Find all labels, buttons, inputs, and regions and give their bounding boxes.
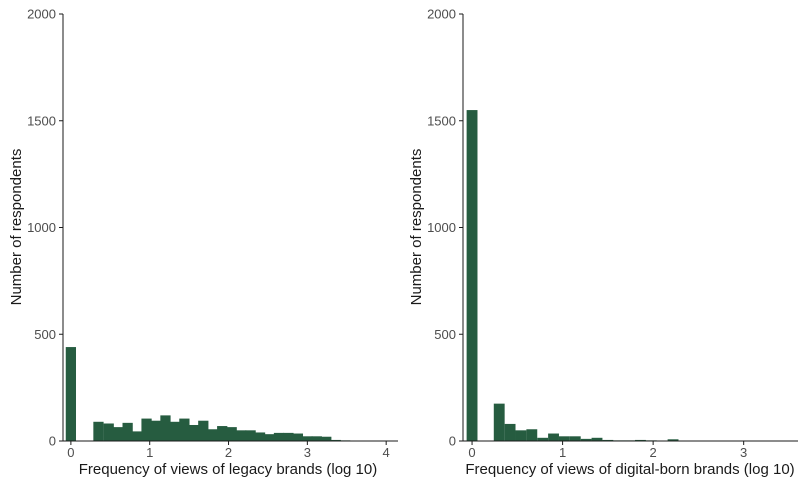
x-tick-label-digital-2: 2 (650, 445, 657, 460)
histogram-bar-digital-9 (580, 438, 592, 441)
y-tick-label-legacy-3: 1500 (27, 113, 56, 128)
y-tick-label-digital-3: 1500 (427, 113, 456, 128)
histogram-bar-digital-3 (515, 430, 527, 441)
histogram-bar-legacy-15 (226, 427, 237, 441)
histogram-bar-legacy-11 (188, 424, 199, 441)
histogram-bar-legacy-9 (169, 421, 181, 441)
histogram-bar-digital-11 (602, 439, 614, 441)
histogram-bar-legacy-23 (302, 436, 313, 441)
histogram-bar-legacy-20 (273, 432, 285, 441)
y-tick-label-digital-0: 0 (449, 434, 456, 449)
histogram-bar-legacy-21 (283, 432, 294, 441)
panel-digital-born-brands: Number of respondents Frequency of views… (408, 7, 798, 478)
x-tick-label-legacy-0: 0 (67, 445, 74, 460)
histogram-bar-digital-8 (569, 436, 581, 441)
histogram-bar-legacy-3 (113, 427, 124, 441)
histogram-bar-legacy-13 (207, 429, 218, 441)
x-axis-label-digital: Frequency of views of digital-born brand… (465, 461, 794, 478)
histogram-bar-digital-2 (504, 423, 516, 441)
histogram-bar-legacy-26 (330, 439, 341, 441)
histogram-bar-digital-4 (526, 429, 538, 441)
histogram-bar-legacy-4 (122, 422, 133, 441)
histogram-bar-digital-6 (548, 433, 559, 441)
histogram-bar-legacy-0 (65, 347, 77, 441)
histogram-bar-legacy-8 (160, 415, 171, 441)
histogram-bar-legacy-24 (311, 436, 322, 441)
histogram-bar-legacy-18 (254, 432, 266, 441)
histogram-bar-legacy-25 (321, 436, 332, 441)
histogram-bar-digital-0 (466, 110, 478, 441)
histogram-bar-digital-14 (635, 439, 646, 441)
histogram-bar-digital-1 (493, 403, 505, 441)
y-tick-label-legacy-4: 2000 (27, 7, 56, 22)
y-tick-label-legacy-2: 1000 (27, 220, 56, 235)
histogram-bar-legacy-7 (150, 420, 162, 441)
panel-legacy-brands: Number of respondents Frequency of views… (8, 7, 398, 478)
histogram-bar-legacy-2 (103, 423, 114, 441)
histogram-bar-legacy-22 (292, 433, 304, 441)
histogram-bar-legacy-19 (264, 434, 275, 441)
x-tick-label-digital-3: 3 (740, 445, 747, 460)
histogram-bar-legacy-14 (217, 426, 228, 441)
y-tick-label-digital-4: 2000 (427, 7, 456, 22)
x-tick-label-legacy-3: 3 (304, 445, 311, 460)
histogram-bar-legacy-10 (179, 418, 190, 441)
x-tick-label-legacy-4: 4 (383, 445, 390, 460)
y-tick-label-digital-2: 1000 (427, 220, 456, 235)
histogram-bar-legacy-1 (93, 421, 104, 441)
histogram-bar-legacy-6 (141, 418, 152, 441)
histogram-bar-legacy-5 (131, 431, 143, 441)
histogram-bar-legacy-17 (245, 430, 256, 441)
x-tick-label-digital-0: 0 (468, 445, 475, 460)
histogram-bar-digital-10 (591, 437, 603, 441)
y-axis-label-legacy: Number of respondents (8, 149, 25, 306)
histogram-bar-digital-17 (667, 439, 679, 441)
x-tick-label-legacy-2: 2 (225, 445, 232, 460)
histogram-bar-digital-5 (537, 437, 549, 441)
y-tick-label-legacy-0: 0 (49, 434, 56, 449)
histogram-bar-digital-7 (558, 436, 570, 441)
x-tick-label-legacy-1: 1 (146, 445, 153, 460)
x-axis-label-legacy: Frequency of views of legacy brands (log… (79, 461, 377, 478)
y-tick-label-digital-1: 500 (434, 327, 456, 342)
histogram-bar-legacy-16 (236, 430, 247, 441)
histogram-bar-legacy-12 (198, 420, 209, 441)
y-axis-label-digital: Number of respondents (408, 149, 425, 306)
x-tick-label-digital-1: 1 (559, 445, 566, 460)
y-tick-label-legacy-1: 500 (34, 327, 56, 342)
